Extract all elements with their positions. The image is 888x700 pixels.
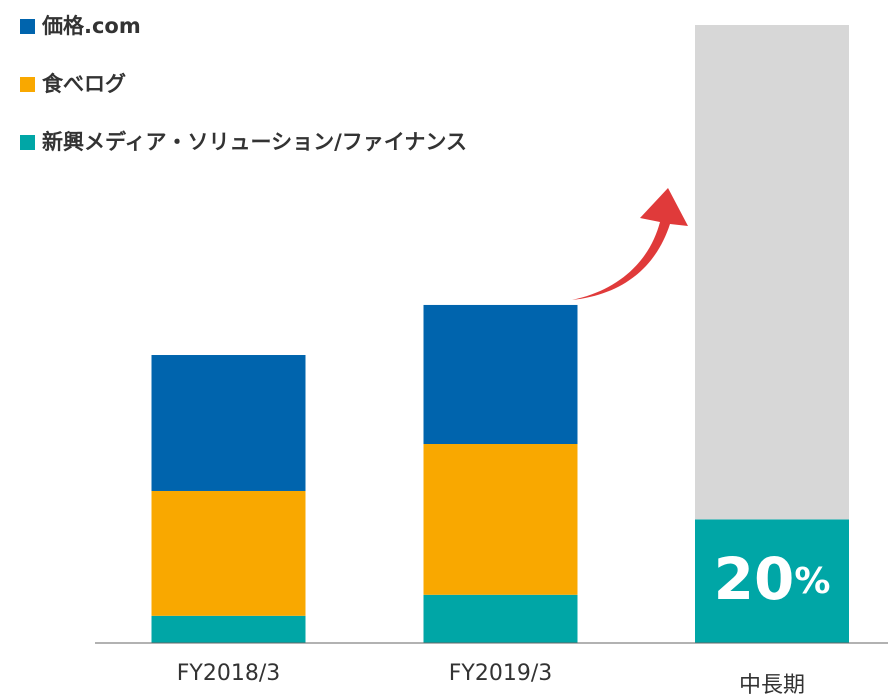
legend-swatch [20, 135, 35, 150]
x-tick-label: 中長期 [739, 673, 805, 698]
x-tick-label: FY2018/3 [177, 661, 281, 686]
legend-label: 新興メディア・ソリューション/ファイナンス [42, 130, 467, 154]
legend-swatch [20, 77, 35, 92]
legend-label: 価格.com [41, 14, 141, 38]
bar-segment [423, 594, 578, 643]
bar-segment [695, 519, 849, 643]
bar-segment [695, 25, 849, 520]
bar-segment [151, 615, 306, 643]
value-label: 20% [714, 545, 831, 613]
bar-segment [151, 490, 306, 616]
bar-segment [423, 304, 578, 445]
growth-arrow [572, 188, 688, 300]
bar-segment [423, 444, 578, 595]
value-number: 20 [714, 545, 795, 613]
bar-segment [151, 355, 306, 491]
legend-swatch [20, 19, 35, 34]
legend-label: 食べログ [42, 72, 126, 96]
value-unit: % [794, 561, 830, 602]
x-tick-label: FY2019/3 [449, 661, 553, 686]
